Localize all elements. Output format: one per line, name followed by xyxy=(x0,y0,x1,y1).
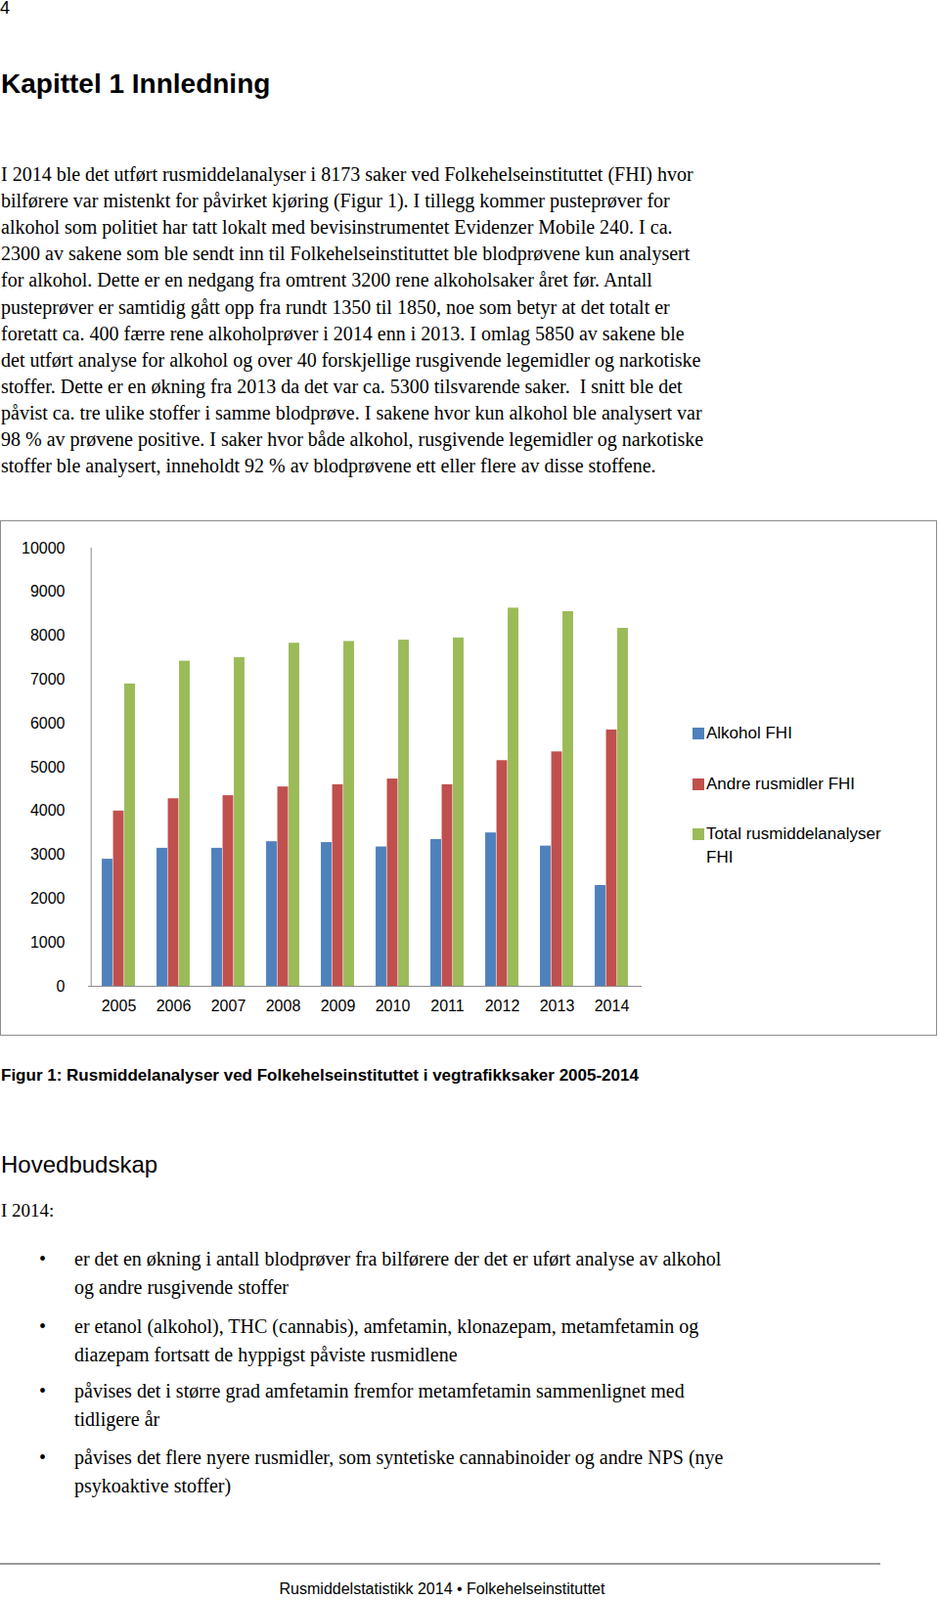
svg-text:5000: 5000 xyxy=(30,759,66,776)
html-text:er etanol (alkohol), THC (cann: er etanol (alkohol), THC (cannabis), amf… xyxy=(74,1315,699,1338)
svg-text:2000: 2000 xyxy=(30,890,66,907)
svg-text:2009: 2009 xyxy=(320,997,357,1015)
svg-text:2012: 2012 xyxy=(485,997,521,1015)
svg-text:2014: 2014 xyxy=(594,997,630,1015)
html-text:Total rusmiddelanalyser FHI: Total rusmiddelanalyser FHI xyxy=(706,824,881,867)
html-text:bilførere var mistenkt for påv: bilførere var mistenkt for påvirket kjør… xyxy=(0,189,670,212)
html-text:pusteprøver er samtidig gått o: pusteprøver er samtidig gått opp fra run… xyxy=(0,295,670,318)
svg-text:4000: 4000 xyxy=(30,802,66,819)
html-text:stoffer. Dette er en økning fr: stoffer. Dette er en økning fra 2013 da … xyxy=(0,375,683,397)
html-text:I 2014 ble det utført rusmidde: I 2014 ble det utført rusmiddelanalyser … xyxy=(0,163,694,185)
html-text:det utført analyse for alkohol: det utført analyse for alkohol og over 4… xyxy=(0,348,701,371)
html-text:tidligere år: tidligere år xyxy=(74,1408,160,1431)
svg-text:10000: 10000 xyxy=(21,539,66,557)
svg-text:2013: 2013 xyxy=(539,997,576,1015)
svg-text:3000: 3000 xyxy=(30,846,66,863)
html-text:for alkohol. Dette er en nedga: for alkohol. Dette er en nedgang fra omt… xyxy=(0,269,653,291)
svg-text:2008: 2008 xyxy=(266,997,302,1015)
svg-text:2011: 2011 xyxy=(430,997,465,1015)
svg-text:6000: 6000 xyxy=(30,715,66,732)
svg-text:2007: 2007 xyxy=(211,997,247,1015)
html-text:Rusmiddelstatistikk 2014 • Fol: Rusmiddelstatistikk 2014 • Folkehelseins… xyxy=(279,1580,605,1598)
html-text:Figur 1: Rusmiddelanalyser ved: Figur 1: Rusmiddelanalyser ved Folkehels… xyxy=(0,1066,639,1085)
svg-text:7000: 7000 xyxy=(30,670,66,688)
html-text:I 2014:: I 2014: xyxy=(0,1200,55,1221)
html-text:Andre rusmidler FHI: Andre rusmidler FHI xyxy=(706,774,855,794)
html-text:alkohol som politiet har tatt: alkohol som politiet har tatt lokalt med… xyxy=(0,216,673,238)
html-text:diazepam fortsatt de hyppigst: diazepam fortsatt de hyppigst påviste ru… xyxy=(74,1343,458,1366)
svg-text:8000: 8000 xyxy=(30,626,66,644)
svg-text:9000: 9000 xyxy=(30,582,66,600)
html-text:Hovedbudskap: Hovedbudskap xyxy=(0,1151,158,1178)
html-text:Kapittel 1 Innledning: Kapittel 1 Innledning xyxy=(0,68,271,99)
html-text:psykoaktive stoffer): psykoaktive stoffer) xyxy=(74,1475,232,1497)
html-text:foretatt ca. 400 færre rene al: foretatt ca. 400 færre rene alkoholprøve… xyxy=(0,322,685,344)
html-text:og andre rusgivende stoffer: og andre rusgivende stoffer xyxy=(74,1276,289,1298)
svg-text:2006: 2006 xyxy=(156,997,192,1015)
html-text:påvises det i større grad amfe: påvises det i større grad amfetamin frem… xyxy=(74,1380,685,1402)
html-text:98 % av prøvene positive. I sa: 98 % av prøvene positive. I saker hvor b… xyxy=(0,428,704,450)
svg-text:2005: 2005 xyxy=(101,997,137,1015)
html-text:påvist ca. tre ulike stoffer i: påvist ca. tre ulike stoffer i samme blo… xyxy=(0,401,702,424)
svg-text:1000: 1000 xyxy=(30,934,66,951)
svg-text:2010: 2010 xyxy=(375,997,411,1015)
svg-text:0: 0 xyxy=(56,978,66,995)
html-text:er det en økning i antall blod: er det en økning i antall blodprøver fra… xyxy=(74,1248,722,1270)
html-text:2300 av sakene som ble sendt i: 2300 av sakene som ble sendt inn til Fol… xyxy=(0,242,690,265)
html-text:påvises det flere nyere rusmid: påvises det flere nyere rusmidler, som s… xyxy=(74,1446,724,1469)
html-text:Alkohol FHI: Alkohol FHI xyxy=(706,723,793,743)
html-text:stoffer ble analysert, innehol: stoffer ble analysert, inneholdt 92 % av… xyxy=(0,454,656,477)
